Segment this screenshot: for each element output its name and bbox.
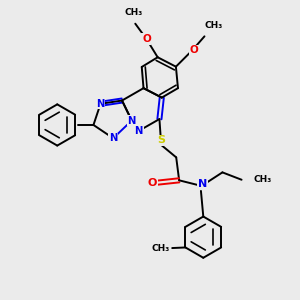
- Text: N: N: [128, 116, 136, 126]
- Text: CH₃: CH₃: [204, 21, 222, 30]
- Text: CH₃: CH₃: [151, 244, 169, 253]
- Text: N: N: [109, 133, 117, 143]
- Text: N: N: [198, 179, 207, 189]
- Text: S: S: [157, 135, 165, 145]
- Text: O: O: [142, 34, 151, 44]
- Text: O: O: [189, 46, 198, 56]
- Text: O: O: [148, 178, 157, 188]
- Text: N: N: [96, 99, 105, 109]
- Text: CH₃: CH₃: [124, 8, 142, 17]
- Text: N: N: [135, 126, 143, 136]
- Text: CH₃: CH₃: [254, 175, 272, 184]
